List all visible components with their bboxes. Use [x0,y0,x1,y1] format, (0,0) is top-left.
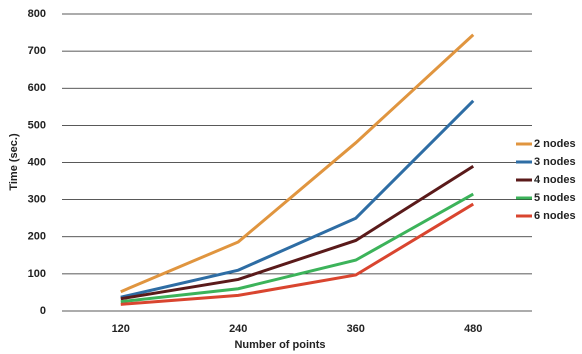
x-tick-label: 120 [112,323,130,335]
legend-label: 3 nodes [534,156,576,168]
x-tick-label: 480 [464,323,482,335]
y-axis-label: Time (sec.) [8,133,20,191]
legend-label: 2 nodes [534,138,576,150]
x-tick-label: 360 [347,323,365,335]
chart: Time (sec.) Number of points 0 100 200 300 4… [0,0,582,354]
y-tick-label: 400 [28,156,46,168]
legend-label: 5 nodes [534,192,576,204]
y-tick-label: 600 [28,82,46,94]
x-tick-label: 240 [229,323,247,335]
y-tick-label: 300 [28,194,46,206]
y-tick-label: 200 [28,231,46,243]
y-tick-label: 500 [28,119,46,131]
legend-label: 6 nodes [534,210,576,222]
series-line [121,166,474,299]
y-tick-label: 0 [40,305,46,317]
y-tick-label: 700 [28,45,46,57]
y-tick-label: 100 [28,268,46,280]
legend-label: 4 nodes [534,174,576,186]
x-axis-label: Number of points [234,339,325,351]
y-tick-label: 800 [28,8,46,20]
series-line [121,35,474,292]
